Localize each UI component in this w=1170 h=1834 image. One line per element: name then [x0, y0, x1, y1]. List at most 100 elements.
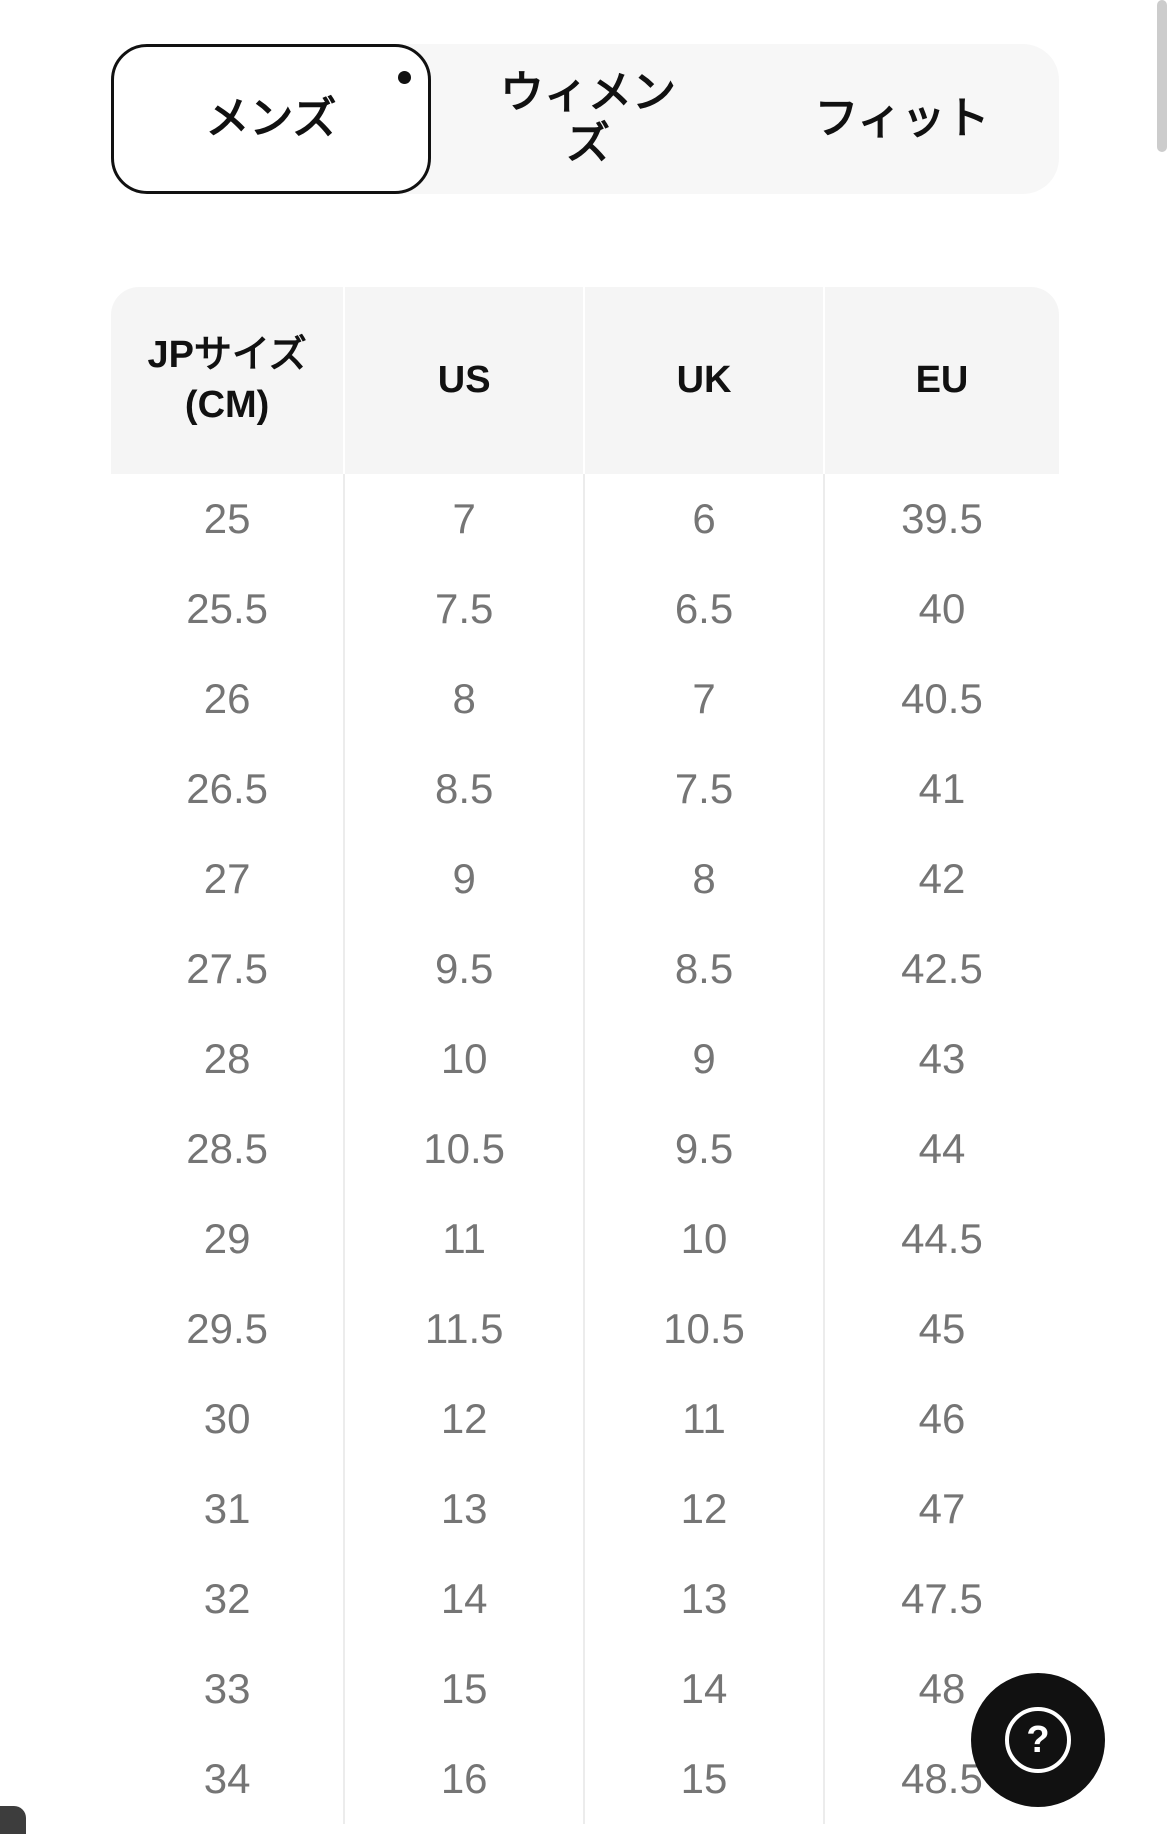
cell-jp-size: 28.5 [186, 1125, 268, 1172]
table-row: 34 16 15 48.5 [111, 1734, 1059, 1824]
cell-uk-size: 9.5 [583, 1104, 823, 1194]
cell-jp-size: 31 [203, 1485, 251, 1532]
cell-us-size: 12 [343, 1374, 583, 1464]
table-row: 29.5 11.5 10.5 45 [111, 1284, 1059, 1374]
cell-us-size: 16 [343, 1734, 583, 1824]
cell-uk-size: 8 [583, 834, 823, 924]
header-jp-size: JPサイズ (CM) [111, 287, 343, 474]
cell-us-size: 10 [343, 1014, 583, 1104]
cell-uk-size: 11 [583, 1374, 823, 1464]
cell-jp-size: 25 [203, 495, 251, 542]
cell-eu-size: 44 [822, 1104, 1059, 1194]
cell-eu-size: 45 [822, 1284, 1059, 1374]
header-uk: UK [583, 287, 823, 474]
cell-uk-size: 10.5 [583, 1284, 823, 1374]
table-row: 26.5 8.5 7.5 41 [111, 744, 1059, 834]
cell-eu-size: 40 [822, 564, 1059, 654]
table-row: 29 11 10 44.5 [111, 1194, 1059, 1284]
cell-uk-size: 8.5 [583, 924, 823, 1014]
cell-jp-size: 25.5 [186, 585, 268, 632]
cell-eu-size: 46 [822, 1374, 1059, 1464]
table-row: 28 10 9 43 [111, 1014, 1059, 1104]
table-row: 33 15 14 48 [111, 1644, 1059, 1734]
cursor-dot [398, 71, 411, 84]
cell-us-size: 11.5 [343, 1284, 583, 1374]
cell-uk-size: 10 [583, 1194, 823, 1284]
cell-us-size: 7 [343, 474, 583, 564]
size-guide-tabs: メンズ ウィメンズ フィット [111, 44, 1059, 194]
cell-jp-size: 33 [203, 1665, 251, 1712]
header-uk-label: UK [676, 358, 732, 401]
cell-eu-size: 48 [822, 1644, 1059, 1734]
table-row: 25 7 6 39.5 [111, 474, 1059, 564]
cell-uk-size: 6 [583, 474, 823, 564]
cell-jp-size: 28 [203, 1035, 251, 1082]
cell-us-size: 13 [343, 1464, 583, 1554]
header-us-label: US [437, 358, 491, 401]
cell-uk-size: 13 [583, 1554, 823, 1644]
cell-uk-size: 14 [583, 1644, 823, 1734]
table-row: 30 12 11 46 [111, 1374, 1059, 1464]
scrollbar-thumb[interactable] [1157, 0, 1167, 152]
cell-us-size: 15 [343, 1644, 583, 1734]
table-row: 32 14 13 47.5 [111, 1554, 1059, 1644]
tab-mens-label: メンズ [205, 93, 337, 143]
cell-uk-size: 9 [583, 1014, 823, 1104]
cell-jp-size: 29 [203, 1215, 251, 1262]
header-us: US [343, 287, 583, 474]
size-table-header: JPサイズ (CM) US UK EU [111, 287, 1059, 474]
tab-mens[interactable]: メンズ [111, 44, 431, 194]
cell-us-size: 11 [343, 1194, 583, 1284]
cell-eu-size: 44.5 [822, 1194, 1059, 1284]
tab-fit[interactable]: フィット [745, 44, 1059, 194]
cell-jp-size: 26 [203, 675, 251, 722]
header-jp-size-line2: (CM) [184, 383, 270, 426]
cell-us-size: 8 [343, 654, 583, 744]
cell-eu-size: 39.5 [822, 474, 1059, 564]
bottom-left-artifact [0, 1806, 26, 1834]
tab-fit-label: フィット [814, 93, 990, 143]
size-table-body: 25 7 6 39.5 25.5 7.5 6.5 40 26 8 7 40.5 … [111, 474, 1059, 1824]
cell-uk-size: 12 [583, 1464, 823, 1554]
cell-uk-size: 15 [583, 1734, 823, 1824]
header-jp-size-line1: JPサイズ [147, 334, 307, 377]
cell-jp-size: 26.5 [186, 765, 268, 812]
table-row: 25.5 7.5 6.5 40 [111, 564, 1059, 654]
cell-eu-size: 40.5 [822, 654, 1059, 744]
question-mark-icon: ? [1005, 1707, 1071, 1773]
cell-jp-size: 34 [203, 1755, 251, 1802]
header-eu-label: EU [915, 358, 969, 401]
cell-us-size: 9.5 [343, 924, 583, 1014]
cell-eu-size: 42.5 [822, 924, 1059, 1014]
cell-eu-size: 42 [822, 834, 1059, 924]
cell-eu-size: 47 [822, 1464, 1059, 1554]
help-button[interactable]: ? [971, 1673, 1105, 1807]
cell-jp-size: 30 [203, 1395, 251, 1442]
cell-us-size: 10.5 [343, 1104, 583, 1194]
header-eu: EU [822, 287, 1059, 474]
table-row: 28.5 10.5 9.5 44 [111, 1104, 1059, 1194]
cell-jp-size: 27.5 [186, 945, 268, 992]
cell-jp-size: 27 [203, 855, 251, 902]
cell-us-size: 8.5 [343, 744, 583, 834]
cell-uk-size: 6.5 [583, 564, 823, 654]
cell-us-size: 9 [343, 834, 583, 924]
cell-jp-size: 32 [203, 1575, 251, 1622]
table-row: 27.5 9.5 8.5 42.5 [111, 924, 1059, 1014]
cell-eu-size: 47.5 [822, 1554, 1059, 1644]
table-row: 26 8 7 40.5 [111, 654, 1059, 744]
cell-us-size: 14 [343, 1554, 583, 1644]
cell-eu-size: 43 [822, 1014, 1059, 1104]
tab-womens-label: ウィメンズ [500, 68, 676, 168]
cell-eu-size: 48.5 [822, 1734, 1059, 1824]
table-row: 31 13 12 47 [111, 1464, 1059, 1554]
cell-uk-size: 7 [583, 654, 823, 744]
size-conversion-table: JPサイズ (CM) US UK EU 25 7 6 39.5 25.5 7.5… [111, 287, 1059, 1824]
cell-uk-size: 7.5 [583, 744, 823, 834]
cell-eu-size: 41 [822, 744, 1059, 834]
cell-us-size: 7.5 [343, 564, 583, 654]
cell-jp-size: 29.5 [186, 1305, 268, 1352]
tab-womens[interactable]: ウィメンズ [431, 44, 745, 194]
table-row: 27 9 8 42 [111, 834, 1059, 924]
